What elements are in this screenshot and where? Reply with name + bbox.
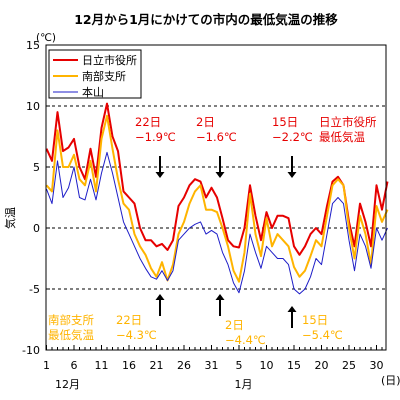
x-tick-label: 16 (122, 359, 136, 372)
annotation-text: 最低気温 (48, 328, 94, 342)
y-axis-ticks: -10 -5 0 5 10 15 (22, 39, 50, 357)
series-line-3 (46, 151, 388, 295)
annotation-text: 2日 (225, 318, 244, 332)
annotation-text: 2日 (196, 115, 215, 129)
plot-frame (45, 44, 387, 351)
arrow-up-icon (155, 294, 165, 300)
arrow-down-icon (287, 172, 297, 178)
arrow-up-icon (287, 306, 297, 312)
series-lines (45, 102, 389, 295)
arrow-down-icon (215, 172, 225, 178)
month-label: 1月 (235, 378, 253, 391)
series-line-2 (45, 114, 389, 283)
x-tick-label: 15 (287, 359, 301, 372)
annotation-text: −1.6℃ (196, 130, 237, 144)
x-tick-label: 10 (260, 359, 274, 372)
legend-box (48, 49, 142, 99)
x-tick-label: 20 (315, 359, 329, 372)
annotation-text: −4.3℃ (116, 328, 157, 342)
y-axis-label: 気温 (3, 207, 17, 229)
y-tick-label: 15 (26, 39, 40, 52)
annotation-text: 日立市役所 (319, 115, 377, 129)
legend-label: 本山 (82, 85, 104, 99)
legend-label: 南部支所 (82, 69, 126, 83)
y-unit: (℃) (36, 32, 56, 44)
annotation-text: 22日 (135, 115, 161, 129)
x-tick-label: 26 (177, 359, 191, 372)
annotation-text: −2.2℃ (272, 130, 313, 144)
y-tick-label: -5 (29, 283, 40, 296)
arrow-down-icon (155, 172, 165, 178)
annotation-text: 南部支所 (48, 313, 94, 327)
x-unit: (日) (381, 374, 400, 387)
annotation-text: −5.4℃ (302, 328, 343, 342)
annotation-text: 15日 (302, 313, 328, 327)
annotations: 22日−1.9℃2日−1.6℃15日−2.2℃日立市役所最低気温南部支所最低気温… (48, 115, 377, 347)
x-tick-label: 21 (150, 359, 164, 372)
x-tick-label: 30 (370, 359, 384, 372)
x-tick-label: 6 (71, 359, 78, 372)
arrow-up-icon (215, 294, 225, 300)
y-tick-label: 0 (33, 222, 40, 235)
y-tick-label: 10 (26, 100, 40, 113)
y-tick-label: -10 (22, 344, 40, 357)
annotation-text: 22日 (116, 313, 142, 327)
y-tick-label: 5 (33, 161, 40, 174)
legend-label: 日立市役所 (82, 53, 137, 67)
x-tick-label: 11 (95, 359, 109, 372)
annotation-text: 最低気温 (319, 130, 365, 144)
x-tick-label: 1 (43, 359, 50, 372)
month-label: 12月 (55, 378, 80, 391)
x-tick-label: 5 (236, 359, 243, 372)
x-tick-label: 31 (205, 359, 219, 372)
arrows (155, 156, 297, 328)
gridlines (46, 105, 386, 290)
annotation-text: −4.4℃ (225, 333, 266, 347)
x-tick-label: 25 (342, 359, 356, 372)
series-line-1 (45, 102, 389, 256)
chart-title: 12月から1月にかけての市内の最低気温の推移 (74, 12, 338, 27)
annotation-text: 15日 (272, 115, 298, 129)
annotation-text: −1.9℃ (135, 130, 176, 144)
